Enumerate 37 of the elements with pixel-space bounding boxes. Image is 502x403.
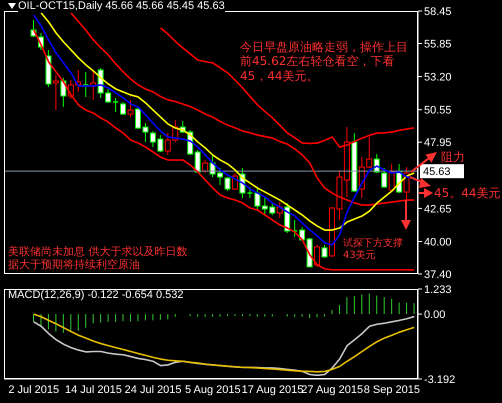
y-tick-label: 55.85 (424, 38, 452, 50)
candlestick (322, 244, 328, 258)
candlestick (246, 186, 254, 199)
y-tick-label: 53.20 (424, 72, 452, 84)
annotation: 美联储尚未加息 供大于求以及昨日数据大于预期将持续利空原油 (8, 245, 188, 272)
annotation: 今日早盘原油略走弱，操作上目前45.62左右轻仓看空，下看45，44美元。 (240, 40, 409, 84)
y-tick-label: -3.192 (424, 374, 456, 386)
y-tick-label: 47.95 (424, 137, 452, 150)
y-tick-label: 40.00 (424, 236, 452, 248)
text: 45。44美元 (434, 186, 502, 200)
y-tick-label: 0.00 (424, 308, 446, 321)
annotation: 试探下方支撑43美元 (343, 238, 404, 262)
candlestick (52, 74, 59, 111)
x-tick-label: 8 Sep 2015 (364, 384, 420, 396)
y-tick-label: 1.233 (424, 284, 452, 296)
candlestick (381, 168, 388, 189)
y-tick-label: 42.65 (424, 203, 452, 216)
candlestick (314, 244, 320, 268)
candlestick (224, 176, 230, 192)
candlestick (112, 97, 119, 113)
x-tick-label: 27 Aug 2015 (301, 384, 364, 396)
y-tick-label: 37.40 (424, 268, 452, 281)
chart-title: MACD(12,26,9) -0.122 -0.654 0.532 (8, 289, 184, 301)
x-tick-label: 5 Aug 2015 (184, 384, 241, 396)
x-tick-label: 14 Jul 2015 (64, 384, 122, 396)
x-tick-label: 24 Jul 2015 (124, 384, 182, 396)
y-tick-label: 58.45 (424, 6, 452, 18)
y-tick-label: 50.55 (424, 104, 452, 117)
text: 阻力 (441, 150, 466, 164)
candlestick (202, 160, 208, 174)
candlestick (128, 99, 134, 118)
x-tick-label: 2 Jul 2015 (8, 384, 60, 396)
ref-line-label: 45.63 (423, 166, 451, 178)
chart-title: OIL-OCT15,Daily 45.66 45.66 45.45 45.63 (18, 0, 225, 12)
line-series (70, 12, 416, 206)
x-tick-label: 17 Aug 2015 (242, 384, 304, 396)
candlestick (120, 101, 126, 116)
